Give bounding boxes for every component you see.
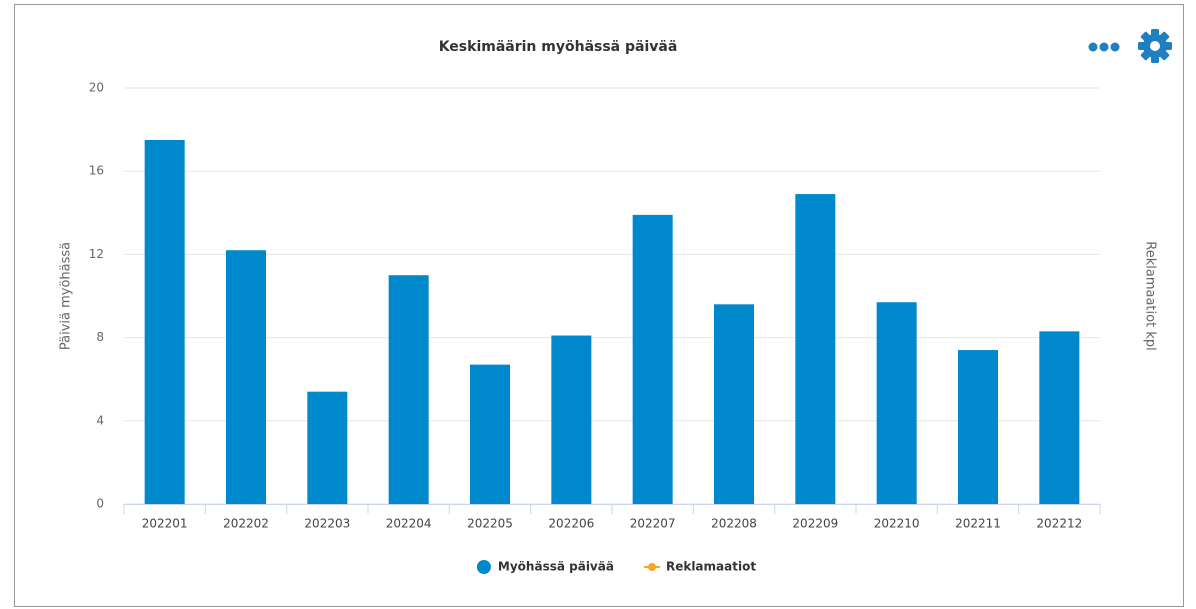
- menu-dot: [1088, 42, 1098, 52]
- bar: [226, 250, 266, 504]
- bar: [632, 214, 673, 504]
- x-tick-label: 202202: [223, 517, 269, 531]
- x-tick-label: 202209: [792, 517, 838, 531]
- bar: [470, 364, 510, 504]
- y-tick-label: 8: [96, 330, 104, 344]
- menu-icon[interactable]: [1088, 42, 1120, 52]
- x-tick-label: 202208: [711, 517, 757, 531]
- bar: [1039, 331, 1080, 504]
- menu-dot: [1110, 42, 1120, 52]
- x-tick-label: 202204: [386, 517, 432, 531]
- bar: [388, 275, 429, 504]
- y-tick-label: 0: [96, 497, 104, 511]
- bar: [876, 302, 917, 504]
- x-tick-label: 202207: [630, 517, 676, 531]
- bar: [551, 335, 592, 504]
- x-tick-label: 202205: [467, 517, 513, 531]
- legend-symbol: [647, 563, 656, 571]
- x-tick-label: 202203: [304, 517, 350, 531]
- x-tick-label: 202206: [548, 517, 594, 531]
- x-tick-label: 202210: [874, 517, 920, 531]
- y-tick-label: 4: [96, 413, 104, 427]
- bar: [714, 304, 754, 504]
- x-tick-label: 202201: [142, 517, 188, 531]
- y-tick-label: 16: [89, 164, 104, 178]
- panel-border: [14, 4, 1184, 607]
- bar: [144, 140, 185, 504]
- legend-symbol: [476, 560, 491, 574]
- gear-hole: [1150, 41, 1160, 51]
- legend-label: Reklamaatiot: [666, 560, 756, 574]
- x-tick-label: 202212: [1036, 517, 1082, 531]
- legend-label: Myöhässä päivää: [498, 560, 614, 574]
- y2-axis-label: Reklamaatiot kpl: [1143, 241, 1158, 350]
- chart-title: Keskimäärin myöhässä päivää: [439, 39, 678, 55]
- bar: [307, 391, 348, 504]
- bar: [795, 194, 836, 504]
- y-tick-label: 20: [89, 81, 104, 95]
- y-axis-label: Päiviä myöhässä: [59, 242, 74, 350]
- y-tick-label: 12: [89, 247, 104, 261]
- bar: [958, 350, 998, 504]
- settings-icon[interactable]: [1138, 29, 1172, 63]
- menu-dot: [1099, 42, 1109, 52]
- x-tick-label: 202211: [955, 517, 1001, 531]
